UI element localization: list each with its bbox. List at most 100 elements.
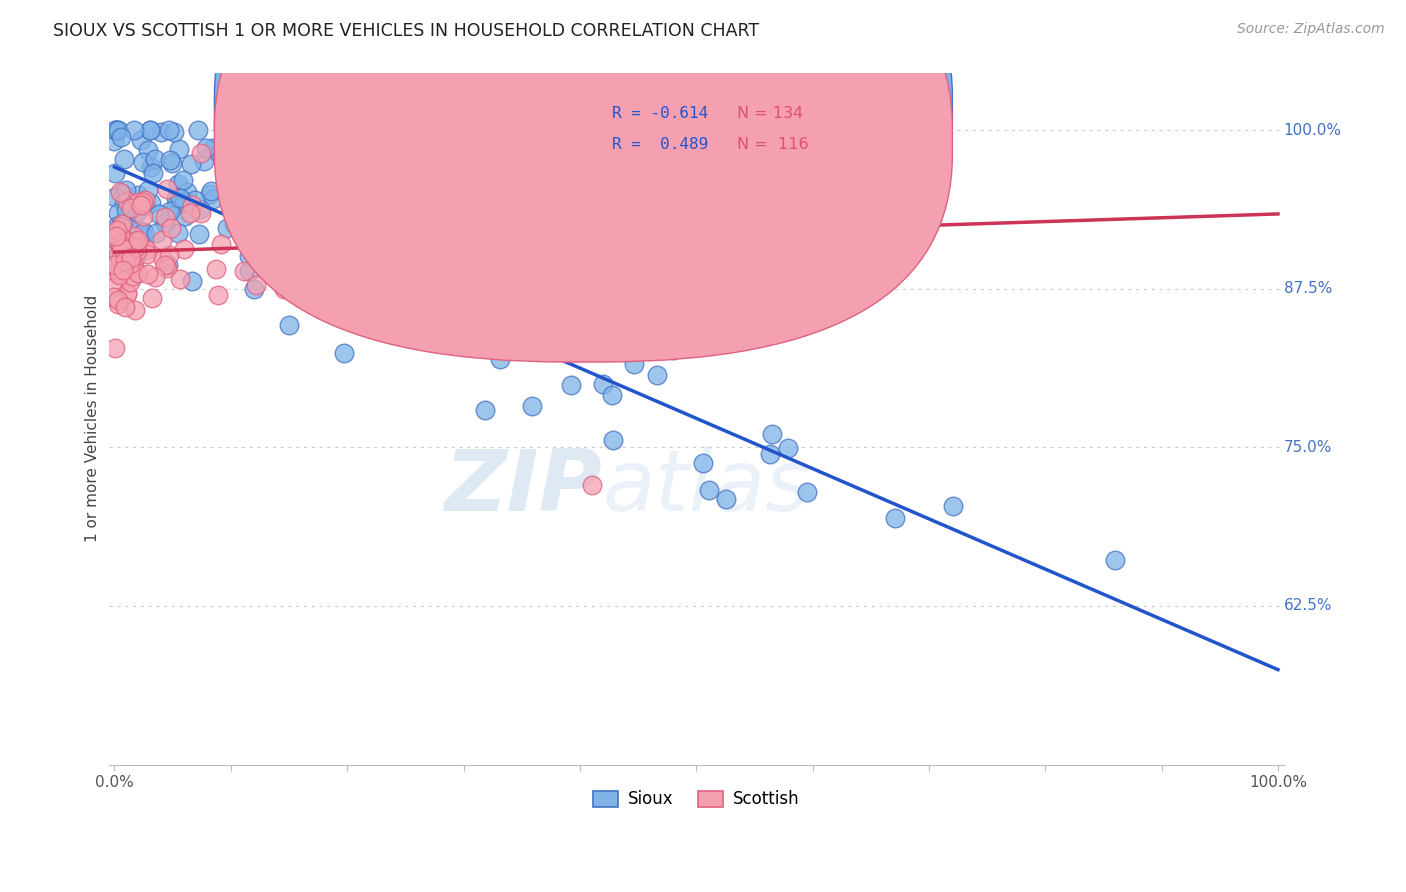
Point	[283, 229, 305, 244]
Point	[581, 478, 603, 492]
Point	[104, 277, 127, 292]
Point	[167, 226, 190, 240]
Text: Source: ZipAtlas.com: Source: ZipAtlas.com	[1237, 22, 1385, 37]
Point	[451, 285, 474, 299]
Point	[127, 244, 149, 258]
Point	[409, 283, 432, 297]
Point	[758, 447, 780, 461]
Point	[761, 426, 783, 441]
Point	[278, 318, 301, 332]
Point	[108, 228, 131, 243]
Point	[392, 218, 415, 232]
Point	[124, 240, 146, 254]
Point	[662, 343, 685, 357]
Point	[692, 456, 714, 470]
Point	[108, 221, 131, 235]
Point	[159, 221, 181, 235]
Point	[125, 204, 148, 219]
Point	[134, 194, 156, 208]
Point	[152, 252, 174, 266]
Point	[716, 491, 738, 506]
Point	[352, 235, 374, 249]
Point	[135, 243, 157, 257]
Point	[114, 300, 136, 314]
Point	[107, 297, 129, 311]
Point	[522, 399, 544, 413]
Point	[107, 248, 129, 262]
Point	[157, 248, 180, 262]
Point	[136, 246, 159, 260]
Point	[143, 270, 166, 285]
Point	[120, 251, 142, 265]
Point	[132, 225, 155, 239]
Point	[169, 272, 191, 286]
Point	[195, 141, 218, 155]
Point	[122, 259, 145, 273]
Point	[108, 258, 131, 272]
Point	[498, 169, 520, 183]
Point	[316, 270, 339, 285]
Point	[167, 142, 190, 156]
Point	[233, 264, 256, 278]
Point	[111, 217, 134, 231]
Point	[132, 209, 155, 223]
Point	[129, 198, 152, 212]
Text: SIOUX VS SCOTTISH 1 OR MORE VEHICLES IN HOUSEHOLD CORRELATION CHART: SIOUX VS SCOTTISH 1 OR MORE VEHICLES IN …	[53, 22, 759, 40]
Point	[245, 278, 267, 293]
Point	[128, 224, 150, 238]
Point	[434, 222, 457, 236]
Point	[333, 346, 356, 360]
Point	[104, 245, 127, 260]
Point	[159, 204, 181, 219]
Point	[560, 378, 582, 392]
Point	[238, 264, 260, 278]
Point	[148, 207, 170, 221]
Point	[160, 155, 183, 169]
Point	[127, 187, 149, 202]
Point	[110, 220, 132, 235]
Point	[273, 282, 295, 296]
Point	[697, 483, 720, 498]
Point	[232, 217, 254, 231]
Point	[243, 282, 266, 296]
Point	[120, 257, 142, 271]
Point	[942, 499, 965, 513]
Point	[474, 403, 496, 417]
Point	[215, 221, 238, 235]
Point	[107, 293, 129, 307]
Point	[179, 206, 201, 220]
Point	[104, 189, 127, 203]
Point	[309, 254, 332, 268]
Point	[180, 274, 202, 288]
Point	[419, 285, 441, 300]
Text: 100.0%: 100.0%	[1284, 122, 1341, 137]
Point	[537, 194, 560, 209]
Point	[229, 220, 252, 235]
Point	[257, 205, 280, 219]
Point	[253, 181, 276, 195]
Point	[165, 198, 187, 212]
Point	[122, 228, 145, 243]
Point	[602, 433, 624, 447]
Point	[187, 123, 209, 137]
Point	[173, 242, 195, 256]
Point	[592, 376, 614, 391]
Point	[364, 254, 387, 268]
Text: N =  116: N = 116	[737, 136, 808, 152]
Point	[505, 190, 527, 204]
Point	[796, 484, 818, 499]
Point	[198, 186, 221, 201]
Point	[156, 260, 179, 275]
Point	[232, 224, 254, 238]
Point	[108, 268, 131, 283]
Point	[112, 231, 135, 245]
Point	[112, 152, 135, 166]
Point	[264, 224, 287, 238]
Point	[322, 223, 344, 237]
Point	[769, 163, 792, 178]
Point	[104, 233, 127, 247]
Point	[247, 195, 270, 210]
Point	[121, 260, 143, 275]
Point	[262, 236, 284, 251]
Point	[167, 178, 190, 192]
